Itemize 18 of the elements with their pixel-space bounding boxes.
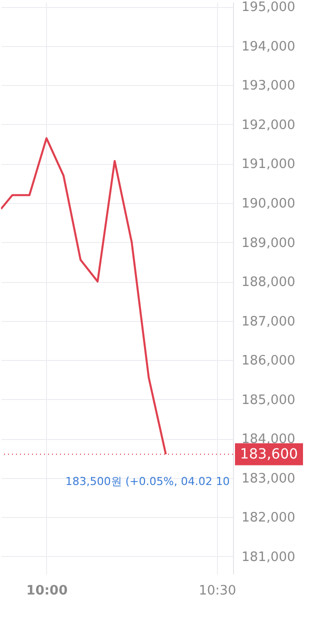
y-tick-label: 186,000 <box>242 354 296 369</box>
y-tick-label: 195,000 <box>242 0 296 16</box>
x-tick-label: 10:00 <box>26 584 68 598</box>
y-tick-label: 190,000 <box>242 196 296 212</box>
y-tick-label: 187,000 <box>242 314 296 330</box>
y-tick-label: 192,000 <box>242 118 296 133</box>
y-tick-label: 194,000 <box>242 39 296 54</box>
y-tick-label: 181,000 <box>242 550 296 565</box>
y-tick-label: 188,000 <box>242 275 296 290</box>
y-tick-label: 193,000 <box>242 78 296 94</box>
y-tick-label: 182,000 <box>242 510 296 526</box>
annotation: 183,500원 (+0.05%, 04.02 10 <box>65 475 230 488</box>
x-tick-label: 10:30 <box>198 584 236 598</box>
y-tick-label: 189,000 <box>242 236 296 251</box>
y-tick-label: 191,000 <box>242 157 296 172</box>
y-tick-label: 183,000 <box>242 471 296 486</box>
y-tick-label: 185,000 <box>242 392 296 408</box>
ref-line-label: 183,600 <box>240 446 298 462</box>
